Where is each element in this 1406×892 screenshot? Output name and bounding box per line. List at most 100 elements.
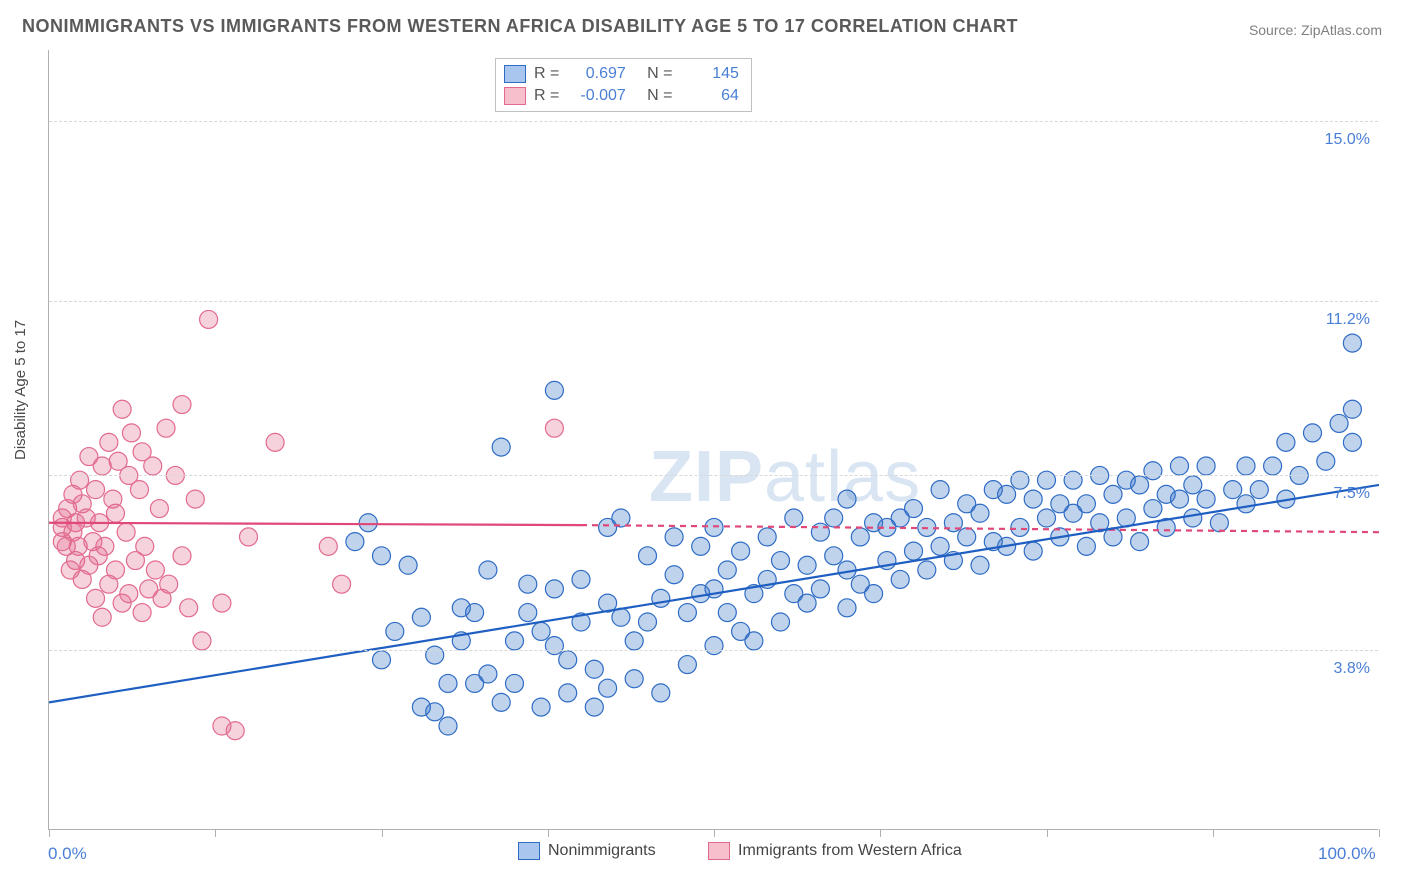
legend-label-nonimmigrants: Nonimmigrants [548, 842, 656, 860]
data-point [200, 310, 218, 328]
data-point [545, 381, 563, 399]
data-point [136, 537, 154, 555]
trend-line [581, 525, 1379, 532]
data-point [1024, 542, 1042, 560]
data-point [625, 632, 643, 650]
data-point [492, 438, 510, 456]
gridline [49, 301, 1378, 302]
x-tick [714, 829, 715, 837]
data-point [107, 504, 125, 522]
data-point [692, 537, 710, 555]
data-point [144, 457, 162, 475]
x-axis-start-label: 0.0% [48, 844, 87, 864]
x-tick [1213, 829, 1214, 837]
data-point [891, 570, 909, 588]
data-point [1011, 518, 1029, 536]
data-point [811, 580, 829, 598]
data-point [213, 594, 231, 612]
data-point [1184, 476, 1202, 494]
data-point [173, 547, 191, 565]
data-point [1038, 509, 1056, 527]
data-point [93, 608, 111, 626]
data-point [107, 561, 125, 579]
data-point [1011, 471, 1029, 489]
data-point [1144, 500, 1162, 518]
data-point [1343, 433, 1361, 451]
x-tick [382, 829, 383, 837]
plot-area: ZIPatlas R = 0.697 N = 145 R = -0.007 N … [48, 50, 1378, 830]
data-point [1064, 471, 1082, 489]
data-point [100, 433, 118, 451]
data-point [798, 556, 816, 574]
data-point [958, 528, 976, 546]
legend-row-immigrants: R = -0.007 N = 64 [504, 85, 739, 107]
data-point [426, 646, 444, 664]
data-point [96, 537, 114, 555]
data-point [599, 679, 617, 697]
data-point [466, 604, 484, 622]
data-point [479, 561, 497, 579]
correlation-legend: R = 0.697 N = 145 R = -0.007 N = 64 [495, 58, 752, 112]
data-point [532, 622, 550, 640]
data-point [150, 500, 168, 518]
data-point [319, 537, 337, 555]
legend-n-immigrants: 64 [685, 85, 739, 107]
data-point [180, 599, 198, 617]
data-point [226, 722, 244, 740]
data-point [519, 575, 537, 593]
data-point [545, 580, 563, 598]
data-point [838, 599, 856, 617]
data-point [346, 533, 364, 551]
data-point [639, 613, 657, 631]
data-point [1024, 490, 1042, 508]
data-point [705, 518, 723, 536]
legend-bottom-nonimmigrants: Nonimmigrants [518, 842, 656, 860]
data-point [678, 656, 696, 674]
data-point [825, 509, 843, 527]
data-point [160, 575, 178, 593]
x-tick [880, 829, 881, 837]
data-point [113, 400, 131, 418]
data-point [918, 561, 936, 579]
data-point [117, 523, 135, 541]
x-axis-end-label: 100.0% [1318, 844, 1376, 864]
data-point [1343, 334, 1361, 352]
data-point [412, 608, 430, 626]
source-label: Source: ZipAtlas.com [1249, 22, 1382, 38]
data-point [559, 684, 577, 702]
data-point [492, 693, 510, 711]
data-point [1144, 462, 1162, 480]
data-point [732, 542, 750, 560]
data-point [718, 604, 736, 622]
data-point [1184, 509, 1202, 527]
data-point [851, 528, 869, 546]
x-tick [215, 829, 216, 837]
data-point [479, 665, 497, 683]
data-point [625, 670, 643, 688]
data-point [931, 481, 949, 499]
data-point [865, 585, 883, 603]
legend-r-immigrants: -0.007 [572, 85, 626, 107]
data-point [545, 419, 563, 437]
swatch-immigrants-icon [708, 842, 730, 860]
data-point [559, 651, 577, 669]
swatch-nonimmigrants [504, 65, 526, 83]
x-tick [1379, 829, 1380, 837]
data-point [173, 396, 191, 414]
data-point [373, 651, 391, 669]
data-point [971, 556, 989, 574]
data-point [1131, 476, 1149, 494]
data-point [1237, 495, 1255, 513]
y-tick-label: 15.0% [1310, 131, 1370, 149]
data-point [665, 528, 683, 546]
data-point [1171, 490, 1189, 508]
data-point [120, 585, 138, 603]
data-point [772, 613, 790, 631]
gridline [49, 475, 1378, 476]
data-point [87, 481, 105, 499]
scatter-svg [49, 50, 1379, 830]
legend-n-label: N = [634, 63, 677, 85]
data-point [122, 424, 140, 442]
data-point [186, 490, 204, 508]
data-point [439, 717, 457, 735]
